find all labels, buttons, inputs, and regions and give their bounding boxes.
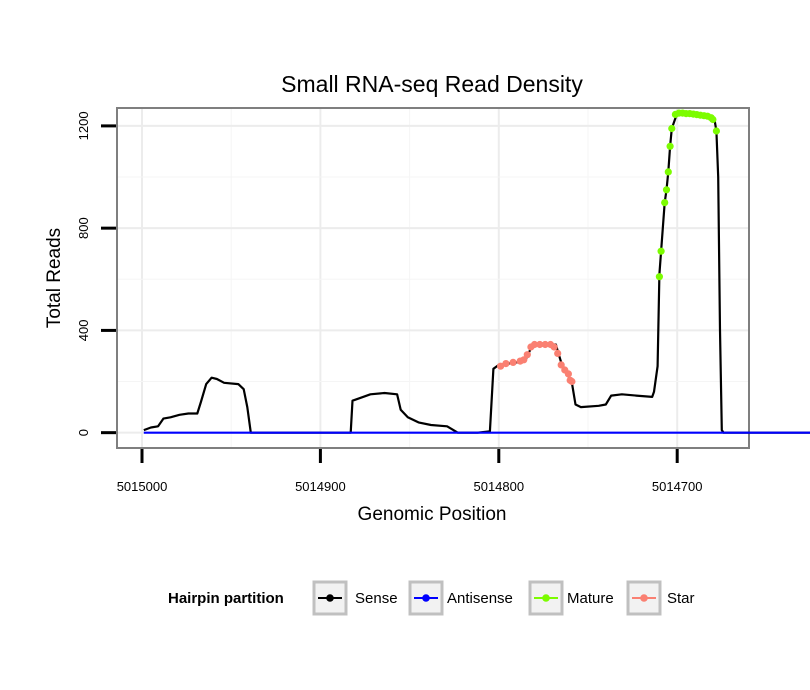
point-mature xyxy=(712,127,721,135)
legend-key-point-sense xyxy=(326,594,334,602)
point-star xyxy=(523,351,531,359)
x-axis: 5015000 5014900 5014800 5014700 xyxy=(117,449,703,494)
y-tick-label: 400 xyxy=(76,320,91,342)
legend-title: Hairpin partition xyxy=(168,590,284,607)
legend-label-sense: Sense xyxy=(355,590,398,607)
plot-panel xyxy=(116,107,750,449)
point-mature xyxy=(664,168,672,176)
point-mature xyxy=(655,273,664,281)
point-star xyxy=(541,340,549,349)
point-star xyxy=(554,349,562,357)
legend-key-point-star xyxy=(640,594,648,602)
point-star xyxy=(557,361,565,369)
series-layer xyxy=(143,109,810,434)
legend-key-point-mature xyxy=(542,594,550,602)
y-tick-label: 800 xyxy=(76,217,91,239)
y-axis: 0 400 800 1200 xyxy=(76,111,116,436)
point-mature xyxy=(661,199,669,207)
x-axis-title: Genomic Position xyxy=(358,504,507,525)
y-tick-label: 1200 xyxy=(76,111,91,140)
point-mature xyxy=(709,115,717,124)
x-tick-label: 5014900 xyxy=(295,479,346,494)
point-star xyxy=(520,356,528,364)
legend-label-mature: Mature xyxy=(567,590,614,607)
point-mature xyxy=(657,247,665,255)
point-star xyxy=(536,340,544,349)
y-tick-label: 0 xyxy=(76,429,91,436)
x-tick-label: 5014800 xyxy=(473,479,524,494)
legend-label-star: Star xyxy=(667,590,695,607)
point-mature xyxy=(666,142,674,150)
grid xyxy=(118,109,748,447)
legend: Hairpin partition Sense Antisense Mature St… xyxy=(168,580,695,616)
point-star xyxy=(502,360,510,368)
chart-title: Small RNA-seq Read Density xyxy=(281,71,583,97)
x-tick-label: 5014700 xyxy=(652,479,703,494)
legend-label-antisense: Antisense xyxy=(447,590,513,607)
point-star xyxy=(550,343,558,351)
y-axis-title: Total Reads xyxy=(44,228,65,328)
point-mature xyxy=(668,124,676,133)
x-tick-label: 5015000 xyxy=(117,479,168,494)
point-star xyxy=(568,377,576,386)
legend-key-point-antisense xyxy=(422,594,430,602)
point-star xyxy=(530,340,539,349)
point-mature xyxy=(662,186,671,194)
point-star xyxy=(509,358,517,366)
point-star xyxy=(564,370,573,378)
